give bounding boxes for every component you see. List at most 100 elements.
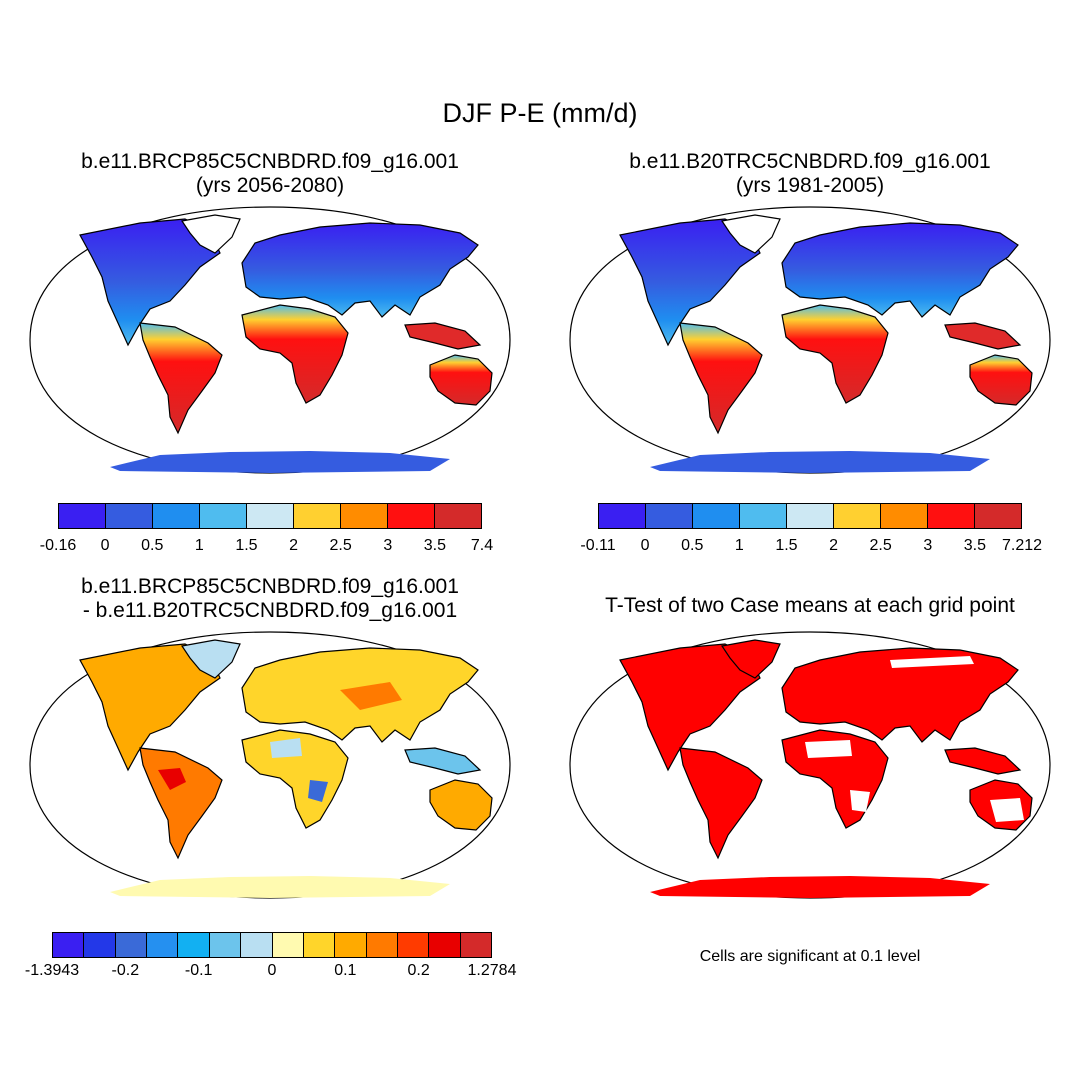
colorbar-label: 3 <box>383 537 393 554</box>
colorbar-swatch <box>200 504 247 528</box>
colorbar-swatch <box>303 933 336 957</box>
colorbar-label: 3.5 <box>963 537 986 554</box>
panel-1-title-line2: (yrs 2056-2080) <box>195 174 345 197</box>
antarctica-land <box>110 876 450 898</box>
panel-2-map <box>569 206 1051 474</box>
colorbar-swatch <box>646 504 693 528</box>
panel-1-title-line1: b.e11.BRCP85C5CNBDRD.f09_g16.001 <box>81 150 459 173</box>
colorbar-label: 3.5 <box>423 537 446 554</box>
figure-title: DJF P-E (mm/d) <box>442 98 638 128</box>
colorbar-label: 1.5 <box>775 537 798 554</box>
maritime-continent-land <box>944 322 1022 350</box>
colorbar-swatch <box>834 504 881 528</box>
anomaly-region <box>270 738 302 758</box>
colorbar-label: 0.5 <box>681 537 704 554</box>
insignificant-region <box>850 790 870 812</box>
colorbar-swatch <box>84 933 116 957</box>
maritime-continent-land <box>404 747 482 775</box>
africa-land <box>781 304 889 404</box>
colorbar-swatch <box>241 933 273 957</box>
colorbar-swatch <box>388 504 435 528</box>
colorbar-swatch <box>115 933 148 957</box>
panel-3-colorbar <box>52 932 492 958</box>
australia-land <box>429 779 493 831</box>
colorbar-label: 1.2784 <box>467 962 517 979</box>
greenland-significant-region <box>720 639 781 679</box>
colorbar-swatch <box>740 504 787 528</box>
colorbar-label: -0.16 <box>39 537 77 554</box>
colorbar-label: -0.1 <box>184 962 213 979</box>
colorbar-swatch <box>106 504 153 528</box>
anomaly-region <box>308 780 328 802</box>
colorbar-swatch <box>397 933 430 957</box>
panel-3-map <box>29 631 511 899</box>
significance-note: Cells are significant at 0.1 level <box>699 948 921 965</box>
colorbar-label: 0 <box>267 962 277 979</box>
antarctica-land <box>650 451 990 473</box>
ant-significant-region <box>650 876 990 898</box>
australia-land <box>429 354 493 406</box>
colorbar-label: 0.1 <box>334 962 357 979</box>
colorbar-swatch <box>693 504 740 528</box>
maritime-continent-land <box>404 322 482 350</box>
colorbar-label: 2.5 <box>329 537 352 554</box>
colorbar-label: 1 <box>734 537 744 554</box>
colorbar-label: 3 <box>923 537 933 554</box>
colorbar-label: 2 <box>829 537 838 554</box>
colorbar-label: 0 <box>100 537 110 554</box>
insignificant-region <box>990 798 1024 822</box>
colorbar-label: 2.5 <box>869 537 892 554</box>
colorbar-swatch <box>178 933 210 957</box>
australia-land <box>969 354 1033 406</box>
insignificant-region <box>890 656 974 668</box>
colorbar-swatch <box>294 504 341 528</box>
colorbar-swatch <box>787 504 834 528</box>
anomaly-region <box>158 768 186 790</box>
colorbar-swatch <box>975 504 1021 528</box>
insignificant-region <box>805 740 852 758</box>
south-america-land <box>679 322 763 435</box>
colorbar-label: 1 <box>194 537 204 554</box>
panel-3-colorbar-labels: -1.3943 -0.2 -0.1 0 0.1 0.2 1.2784 <box>25 962 517 982</box>
colorbar-swatch <box>599 504 646 528</box>
colorbar-swatch <box>153 504 200 528</box>
colorbar-label: -0.2 <box>111 962 140 979</box>
panel-3-title: b.e11.BRCP85C5CNBDRD.f09_g16.001 - b.e11… <box>10 575 530 623</box>
panel-2-title-line2: (yrs 1981-2005) <box>735 174 885 197</box>
colorbar-swatch <box>247 504 294 528</box>
colorbar-label: 2 <box>289 537 298 554</box>
colorbar-label: 7.212 <box>1001 537 1043 554</box>
colorbar-swatch <box>59 504 106 528</box>
panel-4-map <box>569 631 1051 899</box>
panel-4-title: T-Test of two Case means at each grid po… <box>550 594 1070 618</box>
panel-3-title-line1: b.e11.BRCP85C5CNBDRD.f09_g16.001 <box>81 575 459 598</box>
south-america-land <box>139 322 223 435</box>
panel-4-title-line1: T-Test of two Case means at each grid po… <box>605 594 1015 617</box>
panel-1-map <box>29 206 511 474</box>
eura-significant-region <box>781 647 1019 743</box>
africa-land <box>241 729 349 829</box>
panel-1-colorbar-labels: -0.16 0 0.5 1 1.5 2 2.5 3 3.5 7.4 <box>40 537 493 557</box>
colorbar-label: 0.2 <box>407 962 430 979</box>
colorbar-swatch <box>272 933 304 957</box>
greenland-land <box>720 214 781 254</box>
panel-1-title: b.e11.BRCP85C5CNBDRD.f09_g16.001 (yrs 20… <box>10 150 530 198</box>
colorbar-swatch <box>341 504 388 528</box>
colorbar-swatch <box>366 933 398 957</box>
colorbar-swatch <box>53 933 85 957</box>
south-america-land <box>139 747 223 860</box>
anomaly-region <box>340 682 402 710</box>
sa-significant-region <box>679 747 763 860</box>
colorbar-swatch <box>335 933 367 957</box>
colorbar-swatch <box>429 933 461 957</box>
africa-land <box>241 304 349 404</box>
colorbar-swatch <box>435 504 481 528</box>
panel-2-colorbar <box>598 503 1022 529</box>
colorbar-swatch <box>147 933 179 957</box>
ins-significant-region <box>944 747 1022 775</box>
panel-1-colorbar <box>58 503 482 529</box>
panel-2-colorbar-labels: -0.11 0 0.5 1 1.5 2 2.5 3 3.5 7.212 <box>580 537 1042 557</box>
panel-3-title-line2: - b.e11.B20TRC5CNBDRD.f09_g16.001 <box>82 599 458 622</box>
colorbar-swatch <box>881 504 928 528</box>
colorbar-label: 1.5 <box>235 537 258 554</box>
